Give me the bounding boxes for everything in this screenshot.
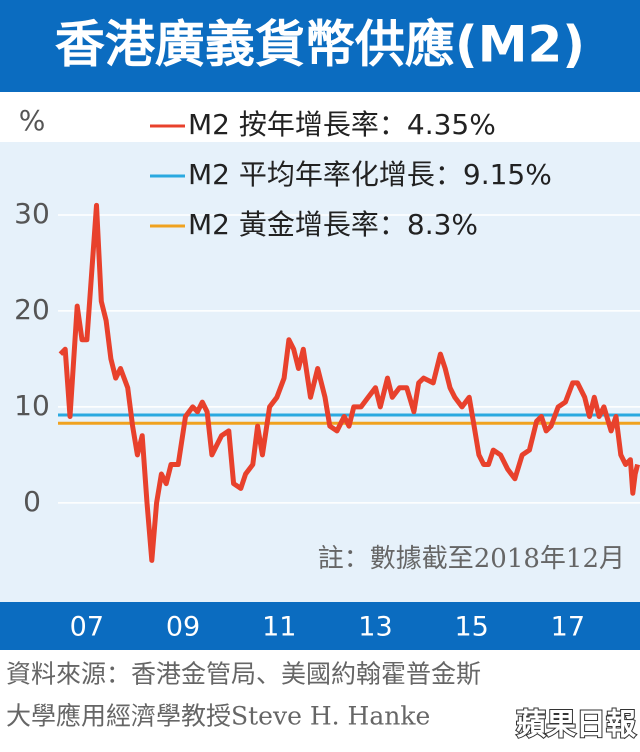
logo: 蘋果日報 bbox=[516, 708, 637, 743]
x-tick-label: 11 bbox=[262, 612, 296, 643]
chart-title: 香港廣義貨幣供應(M2) bbox=[55, 16, 585, 74]
y-tick-label: 0 bbox=[23, 485, 41, 518]
x-tick-label: 13 bbox=[358, 612, 392, 643]
y-unit: % bbox=[19, 104, 46, 137]
note: 註：數據截至2018年12月 bbox=[318, 544, 625, 574]
legend-label: M2 黃金增長率：8.3% bbox=[188, 208, 478, 241]
x-tick-label: 07 bbox=[70, 612, 104, 643]
x-tick-label: 09 bbox=[166, 612, 200, 643]
title-bar bbox=[0, 0, 640, 92]
x-tick-label: 17 bbox=[551, 612, 585, 643]
data-line bbox=[58, 202, 640, 563]
x-tick-label: 15 bbox=[454, 612, 488, 643]
x-axis-band bbox=[0, 602, 640, 650]
source-line: 大學應用經濟學教授Steve H. Hanke bbox=[6, 702, 430, 731]
y-tick-label: 30 bbox=[14, 197, 50, 230]
legend-label: M2 按年增長率：4.35% bbox=[188, 108, 496, 141]
y-tick-label: 10 bbox=[14, 389, 50, 422]
y-tick-label: 20 bbox=[14, 293, 50, 326]
legend-label: M2 平均年率化增長：9.15% bbox=[188, 158, 552, 191]
source-line: 資料來源：香港金管局、美國約翰霍普金斯 bbox=[6, 660, 481, 689]
